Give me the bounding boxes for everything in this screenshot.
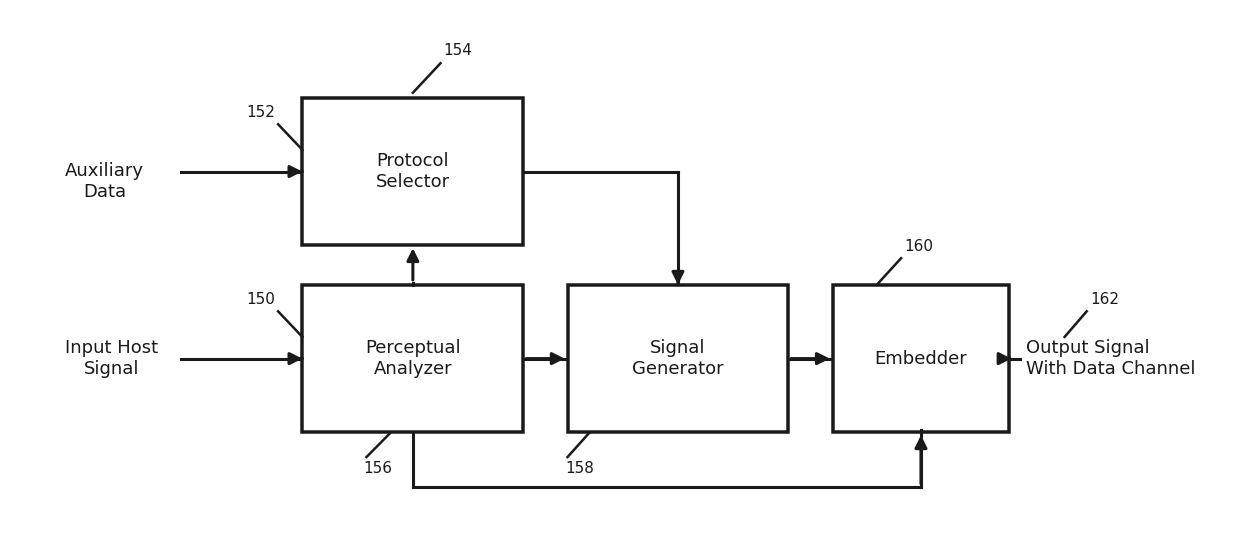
Text: 154: 154 — [444, 43, 472, 58]
Text: Signal
Generator: Signal Generator — [632, 339, 724, 378]
Text: 162: 162 — [1090, 293, 1118, 307]
Text: 156: 156 — [363, 461, 392, 476]
Text: 160: 160 — [904, 239, 934, 254]
Text: 158: 158 — [565, 461, 594, 476]
Text: Perceptual
Analyzer: Perceptual Analyzer — [365, 339, 461, 378]
Text: Auxiliary
Data: Auxiliary Data — [64, 162, 144, 201]
Text: Embedder: Embedder — [874, 349, 967, 368]
Bar — [568, 285, 789, 433]
Text: Input Host
Signal: Input Host Signal — [64, 339, 157, 378]
Text: Output Signal
With Data Channel: Output Signal With Data Channel — [1025, 339, 1195, 378]
Bar — [303, 98, 523, 245]
Text: 150: 150 — [246, 293, 275, 307]
Text: 152: 152 — [246, 105, 275, 120]
Bar — [832, 285, 1009, 433]
Text: Protocol
Selector: Protocol Selector — [376, 152, 450, 191]
Bar — [303, 285, 523, 433]
